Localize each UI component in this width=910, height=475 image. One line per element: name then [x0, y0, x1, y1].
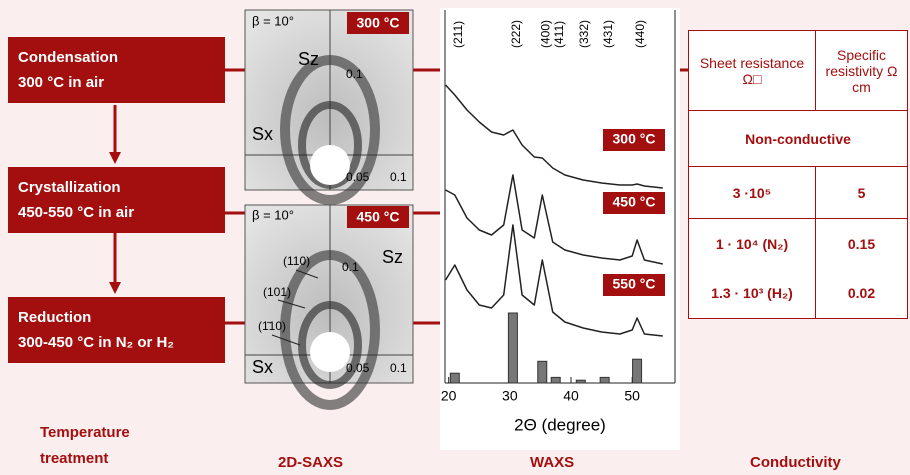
- peak-label: (411): [552, 21, 566, 48]
- curve: [444, 224, 663, 337]
- x-tick-label: 20: [441, 388, 457, 404]
- reference-bar: [537, 360, 548, 384]
- curve-label: 450 °C: [613, 194, 656, 210]
- curve-label: 300 °C: [613, 131, 656, 147]
- step: Condensation 300 °C in air: [8, 37, 225, 103]
- beta: β = 10°: [252, 207, 294, 222]
- reference-bar: [632, 358, 643, 384]
- reflection: (110): [283, 254, 310, 268]
- x-axis-label: 2Θ (degree): [514, 415, 606, 434]
- header-cell: Sheet resistance Ω□: [688, 30, 816, 111]
- peak-label: (332): [577, 20, 591, 48]
- reference-bar: [575, 379, 586, 384]
- cell: 1 · 10⁴ (N₂): [688, 218, 816, 269]
- footer-label: 2D-SAXS: [278, 454, 344, 471]
- cell: 5: [815, 166, 908, 219]
- tick: 0.1: [342, 260, 359, 274]
- cell: Non-conductive: [688, 110, 908, 167]
- temperature: 450 °C: [357, 209, 400, 225]
- tick: 0.05: [346, 361, 370, 375]
- beta: β = 10°: [252, 13, 294, 28]
- sx: Sx: [252, 357, 273, 377]
- reflection: (1̄10): [258, 319, 286, 333]
- footer-label: Temperature treatment: [40, 424, 130, 467]
- step-condition: 450-550 °C in air: [18, 204, 135, 221]
- step: Crystallization 450-550 °C in air: [8, 167, 225, 233]
- peak-label: (222): [509, 20, 523, 48]
- temperature: 300 °C: [357, 15, 400, 31]
- peak-label: (400): [538, 20, 552, 48]
- curve-label-box: [603, 129, 665, 151]
- curve: [445, 174, 663, 265]
- reference-bar: [507, 312, 518, 384]
- cell: 0.02: [815, 268, 908, 319]
- reference-bar: [599, 376, 610, 384]
- step-title: Reduction: [18, 309, 92, 326]
- saxs-panel: β = 10° 300 °C Sz Sx 0.1 0.05 0.1: [244, 9, 414, 205]
- step-condition: 300 °C in air: [18, 74, 105, 91]
- cell: 0.15: [815, 218, 908, 269]
- peak-label: (211): [451, 21, 465, 48]
- connectors: [109, 68, 688, 325]
- x-tick-label: 40: [563, 388, 579, 404]
- step-title: Crystallization: [18, 179, 121, 196]
- x-tick-label: 30: [502, 388, 518, 404]
- step: Reduction 300-450 °C in N₂ or H₂: [8, 297, 225, 363]
- conductivity-table: Sheet resistance Ω□ Specific resistivity …: [688, 30, 908, 319]
- saxs-panel: β = 10° 450 °C Sz Sx 0.1 0.05 0.1 (110) …: [244, 204, 414, 410]
- curve-label: 550 °C: [613, 276, 656, 292]
- peak-label: (440): [633, 20, 647, 48]
- curve: [445, 84, 663, 189]
- curve-label-box: [603, 274, 665, 296]
- header-cell: Specific resistivity Ω cm: [815, 30, 908, 111]
- reflection: (101): [263, 285, 291, 299]
- footer-label: WAXS: [530, 454, 575, 471]
- cell: 1.3 · 10³ (H₂): [688, 268, 816, 319]
- step-title: Condensation: [18, 49, 118, 66]
- cell: 3 ·10⁵: [688, 166, 816, 219]
- tick: 0.1: [346, 67, 363, 81]
- tick: 0.1: [390, 170, 407, 184]
- peak-label: (431): [601, 20, 615, 48]
- waxs-panel: 2Θ (degree) 20 30 40 50 (211) (222) (400) (411)…: [440, 8, 680, 450]
- x-tick-label: 50: [624, 388, 640, 404]
- sx: Sx: [252, 124, 273, 144]
- sz: Sz: [298, 49, 319, 69]
- curve-label-box: [603, 192, 665, 214]
- step-condition: 300-450 °C in N₂ or H₂: [18, 334, 175, 351]
- footer-label: Conductivity: [750, 454, 841, 471]
- reference-bar: [550, 376, 561, 384]
- tick: 0.1: [390, 361, 407, 375]
- tick: 0.05: [346, 170, 370, 184]
- sz: Sz: [382, 247, 403, 267]
- reference-bar: [449, 372, 460, 384]
